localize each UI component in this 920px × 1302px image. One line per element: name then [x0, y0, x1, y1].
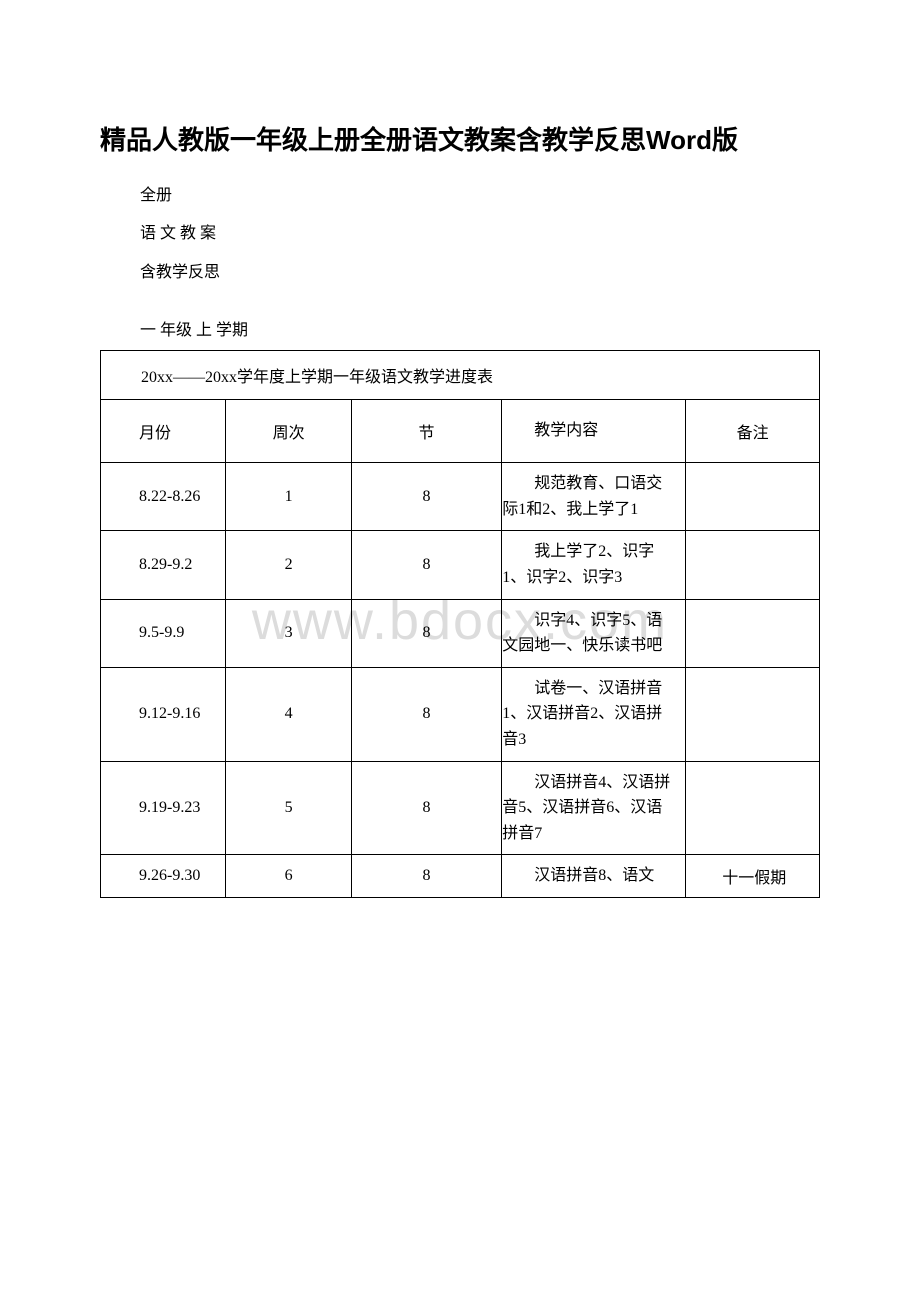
- cell-note: 十一假期: [686, 855, 820, 898]
- semester-label: 一 年级 上 学期: [140, 316, 820, 340]
- cell-week: 5: [226, 761, 351, 855]
- table-row: 8.22-8.26 1 8 规范教育、口语交际1和2、我上学了1: [101, 463, 820, 531]
- cell-content: 我上学了2、识字1、识字2、识字3: [502, 531, 686, 599]
- cell-content: 试卷一、汉语拼音1、汉语拼音2、汉语拼音3: [502, 667, 686, 761]
- cell-month: 9.26-9.30: [101, 855, 226, 898]
- cell-note: [686, 599, 820, 667]
- cell-content: 识字4、识字5、语文园地一、快乐读书吧: [502, 599, 686, 667]
- cell-note: [686, 667, 820, 761]
- cell-period: 8: [351, 463, 501, 531]
- cell-content: 汉语拼音8、语文: [502, 855, 686, 898]
- header-month: 月份: [101, 400, 226, 463]
- table-row: 9.19-9.23 5 8 汉语拼音4、汉语拼音5、汉语拼音6、汉语拼音7: [101, 761, 820, 855]
- cell-note: [686, 531, 820, 599]
- cell-period: 8: [351, 761, 501, 855]
- table-row: 9.26-9.30 6 8 汉语拼音8、语文 十一假期: [101, 855, 820, 898]
- table-row: 8.29-9.2 2 8 我上学了2、识字1、识字2、识字3: [101, 531, 820, 599]
- cell-content: 规范教育、口语交际1和2、我上学了1: [502, 463, 686, 531]
- cell-note: [686, 463, 820, 531]
- cell-month: 9.12-9.16: [101, 667, 226, 761]
- cell-week: 1: [226, 463, 351, 531]
- cell-period: 8: [351, 531, 501, 599]
- cell-month: 8.22-8.26: [101, 463, 226, 531]
- cell-month: 9.19-9.23: [101, 761, 226, 855]
- header-week: 周次: [226, 400, 351, 463]
- intro-line-1: 全册: [140, 177, 820, 215]
- header-note: 备注: [686, 400, 820, 463]
- table-caption-row: 20xx——20xx学年度上学期一年级语文教学进度表: [101, 351, 820, 400]
- intro-line-3: 含教学反思: [140, 254, 820, 292]
- cell-month: 9.5-9.9: [101, 599, 226, 667]
- cell-note: [686, 761, 820, 855]
- table-header-row: 月份 周次 节 教学内容 备注: [101, 400, 820, 463]
- header-period: 节: [351, 400, 501, 463]
- page-title: 精品人教版一年级上册全册语文教案含教学反思Word版: [100, 120, 820, 157]
- table-row: 9.12-9.16 4 8 试卷一、汉语拼音1、汉语拼音2、汉语拼音3: [101, 667, 820, 761]
- intro-line-2: 语 文 教 案: [140, 215, 820, 253]
- cell-week: 2: [226, 531, 351, 599]
- cell-month: 8.29-9.2: [101, 531, 226, 599]
- cell-week: 6: [226, 855, 351, 898]
- cell-period: 8: [351, 599, 501, 667]
- cell-content: 汉语拼音4、汉语拼音5、汉语拼音6、汉语拼音7: [502, 761, 686, 855]
- cell-period: 8: [351, 667, 501, 761]
- header-content: 教学内容: [502, 400, 686, 463]
- table-caption: 20xx——20xx学年度上学期一年级语文教学进度表: [101, 351, 820, 400]
- cell-week: 3: [226, 599, 351, 667]
- cell-period: 8: [351, 855, 501, 898]
- cell-week: 4: [226, 667, 351, 761]
- schedule-table: 20xx——20xx学年度上学期一年级语文教学进度表 月份 周次 节 教学内容 …: [100, 350, 820, 898]
- table-row: 9.5-9.9 3 8 识字4、识字5、语文园地一、快乐读书吧: [101, 599, 820, 667]
